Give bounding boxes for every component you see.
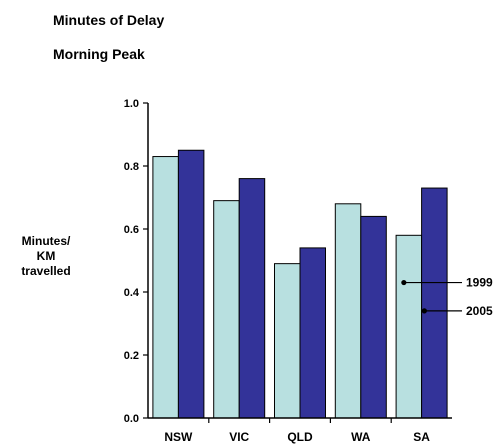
bar-vic-1999 [213, 200, 240, 419]
y-tick-label: 1.0 [124, 98, 139, 110]
legend-label-2005: 2005 [466, 304, 493, 318]
y-tick-label: 0.0 [124, 413, 139, 425]
chart-title: Minutes of Delay [53, 12, 165, 28]
bar-sa-1999 [395, 234, 423, 419]
x-tick-label: WA [351, 430, 371, 444]
chart-subtitle: Morning Peak [53, 46, 145, 62]
bar-wa-1999 [334, 203, 362, 419]
x-tick-label: VIC [229, 430, 249, 444]
bar-qld-1999 [274, 263, 301, 419]
bar-nsw-2005 [177, 149, 205, 419]
bar-wa-2005 [360, 215, 387, 419]
y-tick-label: 0.2 [124, 350, 139, 362]
bar-qld-2005 [299, 247, 326, 419]
x-tick-label: NSW [164, 430, 193, 444]
bar-sa-2005 [421, 187, 448, 419]
y-axis-label: Minutes/KM travelled [21, 234, 71, 278]
x-tick-label: SA [413, 430, 430, 444]
bar-vic-2005 [238, 178, 266, 419]
y-tick-label: 0.4 [124, 287, 140, 299]
y-tick-label: 0.8 [124, 161, 139, 173]
bar-nsw-1999 [152, 156, 179, 419]
legend-label-1999: 1999 [466, 276, 493, 290]
y-tick-label: 0.6 [124, 224, 139, 236]
x-tick-label: QLD [287, 430, 313, 444]
